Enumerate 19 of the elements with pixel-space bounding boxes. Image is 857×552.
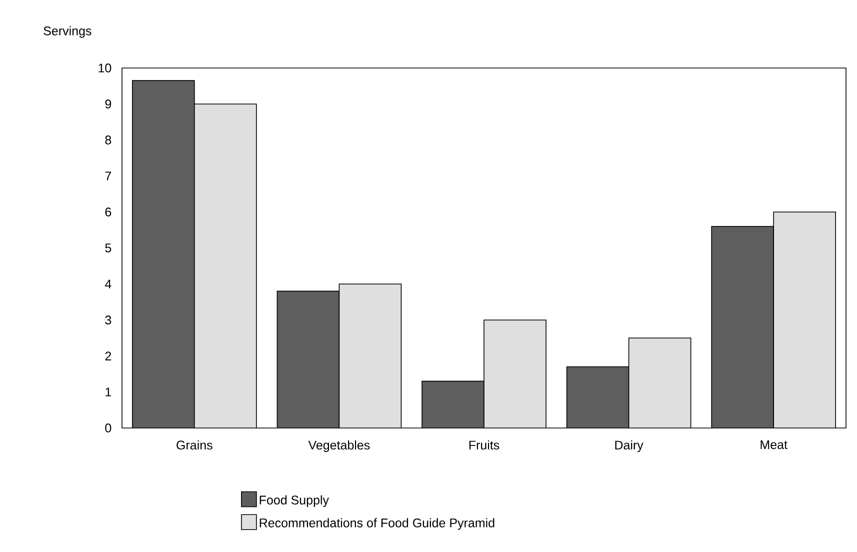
y-axis-title: Servings [44, 26, 92, 38]
x-tick-label: Vegetables [308, 440, 370, 452]
x-tick-label: Grains [176, 440, 212, 450]
y-tick-label: 2 [105, 352, 112, 360]
y-tick-label: 9 [105, 100, 112, 108]
legend-label: Recommendations of Food Guide Pyramid [260, 518, 494, 530]
y-tick-label: 5 [105, 244, 112, 252]
y-tick-label: 10 [98, 64, 112, 72]
legend-label: Food Supply [260, 495, 329, 507]
y-tick-label: 7 [105, 172, 112, 180]
y-tick-label: 6 [105, 208, 112, 216]
x-tick-label: Meat [760, 440, 788, 450]
x-tick-label: Dairy [615, 440, 644, 452]
y-tick-label: 1 [106, 388, 112, 396]
x-tick-label: Fruits [469, 440, 500, 450]
y-tick-label: 4 [104, 280, 112, 288]
y-tick-label: 3 [105, 316, 112, 324]
y-tick-label: 8 [105, 136, 112, 144]
y-tick-label: 0 [105, 424, 112, 432]
